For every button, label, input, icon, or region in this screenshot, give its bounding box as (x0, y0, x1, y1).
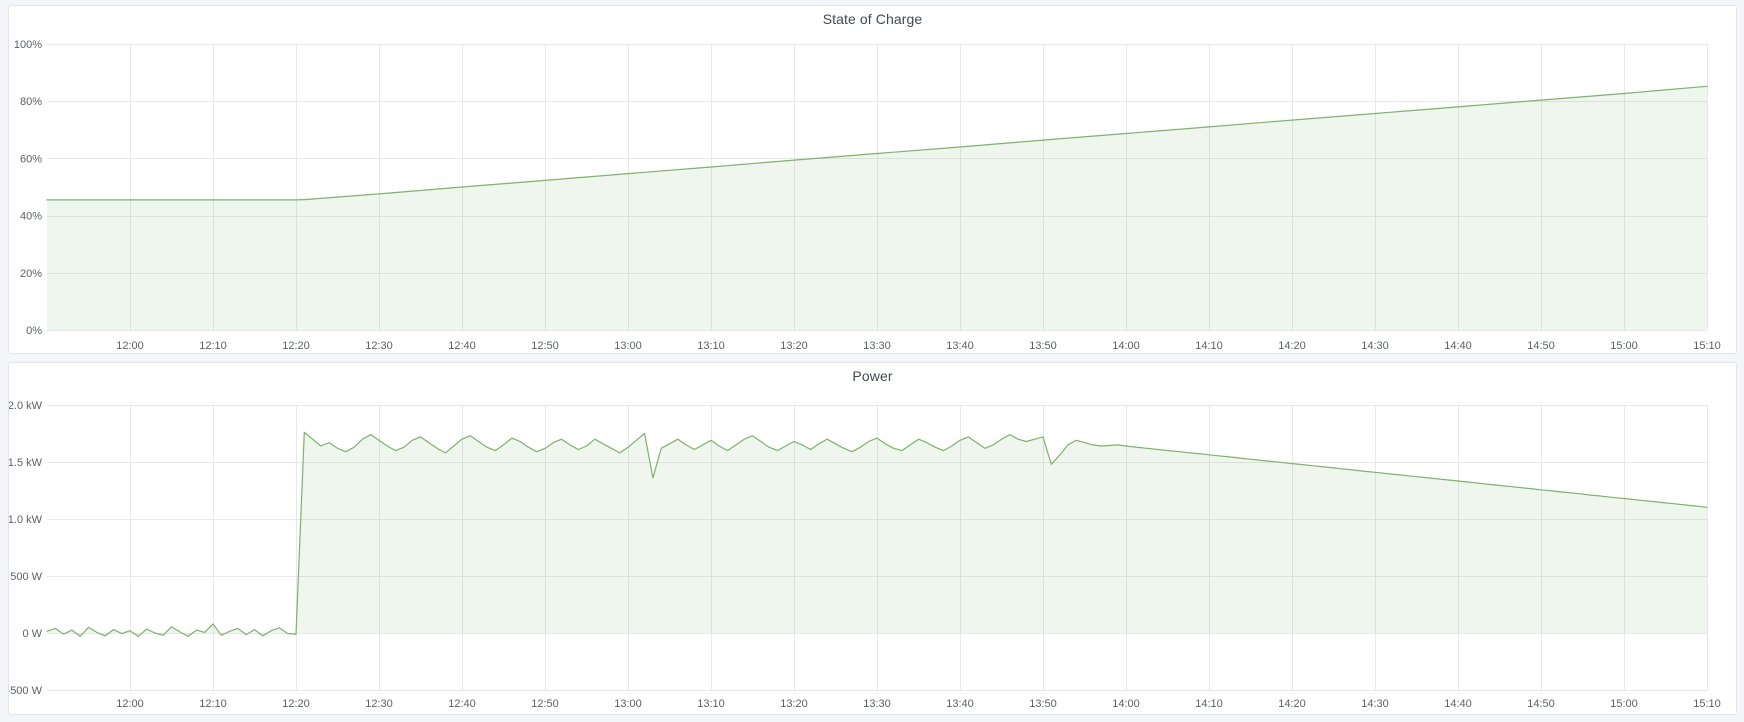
x-axis-tick-label: 14:00 (1112, 698, 1140, 710)
series-area (47, 432, 1707, 637)
x-axis-tick-label: 12:00 (116, 340, 144, 352)
x-axis-tick-label: 13:00 (614, 340, 642, 352)
x-axis-tick-label: 14:10 (1195, 698, 1223, 710)
y-axis-tick-label: 40% (20, 211, 42, 223)
x-axis-tick-label: 13:50 (1029, 698, 1057, 710)
panel-state-of-charge: State of Charge 100% 80% 60% 40% 20% 0% 12:00 1… (8, 5, 1737, 354)
power-chart-canvas[interactable]: 2.0 kW 1.5 kW 1.0 kW 500 W 0 W -500 W 12:00 12:… (9, 363, 1736, 714)
grid-lines (47, 405, 1708, 691)
x-axis-tick-label: 13:20 (780, 698, 808, 710)
x-axis-tick-label: 14:30 (1361, 698, 1389, 710)
x-axis-tick-label: 12:40 (448, 340, 476, 352)
x-axis-tick-label: 13:30 (863, 698, 891, 710)
x-axis-tick-label: 12:50 (531, 340, 559, 352)
x-axis-tick-label: 13:10 (697, 698, 725, 710)
x-axis-tick-label: 12:20 (282, 340, 310, 352)
x-axis-tick-label: 14:10 (1195, 340, 1223, 352)
series-line (46, 85, 1708, 201)
y-axis-tick-label: -500 W (9, 685, 43, 697)
x-axis-tick-label: 12:30 (365, 340, 393, 352)
x-axis-tick-label: 15:10 (1693, 698, 1721, 710)
x-axis-tick-label: 14:20 (1278, 340, 1306, 352)
x-axis-tick-label: 13:50 (1029, 340, 1057, 352)
x-axis-tick-label: 13:10 (697, 340, 725, 352)
panel-power: Power 2.0 kW 1.5 kW 1.0 kW 500 W 0 W -500 W 12… (8, 362, 1737, 715)
state-of-charge-chart-canvas[interactable]: 100% 80% 60% 40% 20% 0% 12:00 12:10 12:20 12:30 12… (9, 6, 1736, 353)
x-axis-tick-label: 14:50 (1527, 698, 1555, 710)
grid-lines (47, 44, 1708, 331)
y-axis-tick-label: 60% (20, 153, 42, 165)
x-axis-tick-label: 12:30 (365, 698, 393, 710)
series-line (46, 431, 1708, 637)
y-axis-tick-label: 2.0 kW (9, 400, 43, 412)
x-axis-tick-label: 12:50 (531, 698, 559, 710)
x-axis-tick-label: 14:40 (1444, 340, 1472, 352)
y-axis-tick-label: 500 W (10, 571, 42, 583)
x-axis-tick-label: 12:40 (448, 698, 476, 710)
x-axis-tick-label: 13:20 (780, 340, 808, 352)
series-area (47, 86, 1707, 330)
y-axis-tick-label: 100% (14, 39, 42, 51)
y-axis-tick-label: 1.0 kW (9, 514, 43, 526)
x-axis-tick-label: 13:00 (614, 698, 642, 710)
x-axis-tick-label: 12:10 (199, 340, 227, 352)
x-axis-tick-label: 15:10 (1693, 340, 1721, 352)
y-axis-tick-label: 0 W (22, 628, 42, 640)
x-axis-tick-label: 14:50 (1527, 340, 1555, 352)
x-axis-tick-label: 13:30 (863, 340, 891, 352)
y-axis-tick-label: 80% (20, 96, 42, 108)
x-axis-tick-label: 12:20 (282, 698, 310, 710)
x-axis-tick-label: 12:00 (116, 698, 144, 710)
x-axis-tick-label: 14:30 (1361, 340, 1389, 352)
x-axis-tick-label: 14:00 (1112, 340, 1140, 352)
x-axis-tick-label: 13:40 (946, 340, 974, 352)
y-axis-tick-label: 20% (20, 268, 42, 280)
x-axis-tick-label: 15:00 (1610, 340, 1638, 352)
x-axis-tick-label: 15:00 (1610, 698, 1638, 710)
x-axis-tick-label: 12:10 (199, 698, 227, 710)
panel-title-power[interactable]: Power (852, 368, 893, 384)
x-axis-tick-label: 14:40 (1444, 698, 1472, 710)
x-axis-tick-label: 14:20 (1278, 698, 1306, 710)
x-axis-tick-label: 13:40 (946, 698, 974, 710)
y-axis-tick-label: 0% (26, 325, 42, 337)
y-axis-tick-label: 1.5 kW (9, 457, 43, 469)
panel-title-state-of-charge[interactable]: State of Charge (822, 11, 923, 27)
